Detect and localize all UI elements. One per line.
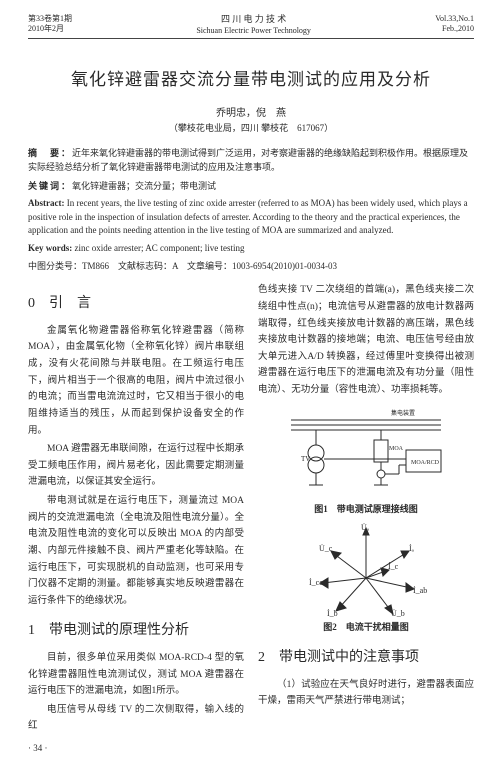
figure-1: TV MOA/RCD MOA 集电装置 图1 带电测试原理接线图: [258, 405, 474, 518]
s1-p2: 电压信号从母线 TV 的二次侧取得，输入线的红: [28, 702, 244, 735]
vol-issue-cn: 第33卷第1期: [28, 14, 72, 24]
svg-text:İ_c: İ_c: [388, 562, 399, 571]
abstract-cn: 摘 要：近年来氧化锌避雷器的带电测试得到广泛运用，对考察避雷器的绝缘缺陷起到积极…: [28, 146, 474, 175]
s1-p1: 目前，很多单位采用类似 MOA-RCD-4 型的氧化锌避雷器阻性电流测试仪，测试…: [28, 650, 244, 700]
classification-line: 中图分类号：TM866 文献标志码：A 文章编号：1003-6954(2010)…: [28, 259, 474, 272]
page-number: · 34 ·: [28, 743, 474, 753]
s0-p3: 带电测试就是在运行电压下，测量流过 MOA 阀片的交流泄漏电流（全电流及阻性电流…: [28, 493, 244, 609]
section-2-head: 2 带电测试中的注意事项: [258, 646, 474, 671]
running-header: 第33卷第1期 2010年2月 四 川 电 力 技 术 Sichuan Elec…: [28, 14, 474, 39]
figure-2: U̇ₐ İₐ İ_ab U̇_b İ_b İ_ca U̇_c İ_c 图2 电流…: [258, 523, 474, 636]
figure-1-svg: TV MOA/RCD MOA 集电装置: [281, 405, 451, 500]
keywords-en-label: Key words:: [28, 243, 72, 253]
affiliation: （攀枝花电业局，四川 攀枝花 617067）: [28, 121, 474, 134]
keywords-cn-label: 关键词：: [28, 181, 72, 191]
vol-issue-en: Vol.33,No.1: [435, 14, 474, 24]
abstract-en-text: In recent years, the live testing of zin…: [28, 198, 468, 235]
body-columns: 0 引 言 金属氧化物避雷器俗称氧化锌避雷器（简称MOA），由金属氧化物（全称氧…: [28, 282, 474, 737]
authors: 乔明忠，倪 燕: [28, 104, 474, 119]
header-right: Vol.33,No.1 Feb.,2010: [435, 14, 474, 36]
svg-text:İ_b: İ_b: [327, 609, 338, 618]
figure-2-svg: U̇ₐ İₐ İ_ab U̇_b İ_b İ_ca U̇_c İ_c: [291, 523, 441, 618]
abstract-en-label: Abstract:: [28, 198, 65, 208]
right-column: 色线夹接 TV 二次绕组的首端(a)，黑色线夹接二次绕组中性点(n)；电流信号从…: [258, 282, 474, 737]
keywords-en-text: zinc oxide arrester; AC component; live …: [75, 243, 245, 253]
s0-p1: 金属氧化物避雷器俗称氧化锌避雷器（简称MOA），由金属氧化物（全称氧化锌）阀片串…: [28, 323, 244, 439]
fig1-moa-label: MOA: [389, 446, 404, 452]
fig1-tv-label: TV: [301, 455, 310, 463]
right-p1: 色线夹接 TV 二次绕组的首端(a)，黑色线夹接二次绕组中性点(n)；电流信号从…: [258, 282, 474, 398]
journal-en: Sichuan Electric Power Technology: [196, 26, 311, 36]
abstract-en: Abstract: In recent years, the live test…: [28, 197, 474, 238]
s2-p1: （1）试验应在天气良好时进行，避雷器表面应干燥，雷雨天气严禁进行带电测试；: [258, 677, 474, 710]
header-center: 四 川 电 力 技 术 Sichuan Electric Power Techn…: [196, 14, 311, 36]
header-left: 第33卷第1期 2010年2月: [28, 14, 72, 36]
keywords-en: Key words: zinc oxide arrester; AC compo…: [28, 242, 474, 256]
svg-text:İ_ca: İ_ca: [309, 578, 323, 587]
keywords-cn-text: 氧化锌避雷器；交流分量；带电测试: [72, 181, 216, 191]
svg-text:U̇ₐ: U̇ₐ: [361, 523, 370, 532]
svg-text:U̇_c: U̇_c: [319, 544, 333, 554]
svg-text:U̇_b: U̇_b: [391, 609, 405, 619]
abstract-cn-text: 近年来氧化锌避雷器的带电测试得到广泛运用，对考察避雷器的绝缘缺陷起到积极作用。根…: [28, 148, 468, 172]
section-0-head: 0 引 言: [28, 292, 244, 317]
article-title: 氧化锌避雷器交流分量带电测试的应用及分析: [28, 65, 474, 90]
date-en: Feb.,2010: [435, 24, 474, 34]
s0-p2: MOA 避雷器无串联间隙，在运行过程中长期承受工频电压作用，阀片易老化，因此需要…: [28, 441, 244, 491]
svg-text:İ_ab: İ_ab: [413, 586, 427, 595]
svg-text:İₐ: İₐ: [409, 544, 415, 553]
date-cn: 2010年2月: [28, 24, 72, 34]
journal-cn: 四 川 电 力 技 术: [196, 14, 311, 26]
figure-2-caption: 图2 电流干扰相量图: [258, 620, 474, 636]
fig1-rcd-label: MOA/RCD: [411, 460, 440, 466]
section-1-head: 1 带电测试的原理性分析: [28, 619, 244, 644]
keywords-cn: 关键词：氧化锌避雷器；交流分量；带电测试: [28, 179, 474, 193]
abstract-cn-label: 摘 要：: [28, 148, 72, 158]
left-column: 0 引 言 金属氧化物避雷器俗称氧化锌避雷器（简称MOA），由金属氧化物（全称氧…: [28, 282, 244, 737]
fig1-top-label: 集电装置: [391, 409, 415, 417]
figure-1-caption: 图1 带电测试原理接线图: [258, 502, 474, 518]
